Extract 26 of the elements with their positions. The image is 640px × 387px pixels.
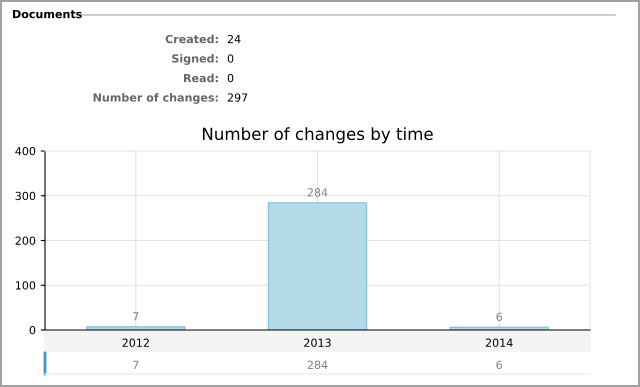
text: 284 [308, 360, 328, 370]
y-tick-label: 0 [30, 326, 36, 334]
text: Signed: [172, 54, 218, 65]
y-tick-label: 100 [16, 281, 36, 290]
text: Read: [184, 74, 218, 82]
y-tick-label: 200 [16, 236, 36, 245]
text: 7 [133, 360, 138, 369]
y-tick-label: 300 [16, 192, 36, 200]
text: 0 [228, 54, 234, 63]
text: Documents [13, 10, 82, 18]
bar [268, 202, 368, 330]
chart-title: Number of changes by time [202, 127, 433, 144]
y-tick-label: 400 [15, 146, 36, 156]
text: Created: [166, 34, 218, 44]
text: Number of changes: [94, 93, 218, 104]
data-label: 284 [308, 188, 328, 197]
x-tick-label: 2012 [122, 338, 149, 347]
text: 24 [228, 34, 241, 44]
text: 0 [228, 74, 234, 82]
data-label: 6 [496, 312, 502, 321]
bar [86, 326, 186, 330]
x-tick-label: 2013 [304, 338, 331, 347]
x-tick-label: 2014 [486, 338, 513, 347]
text: 6 [496, 360, 502, 370]
data-label: 7 [133, 312, 138, 320]
text: 297 [228, 93, 248, 102]
